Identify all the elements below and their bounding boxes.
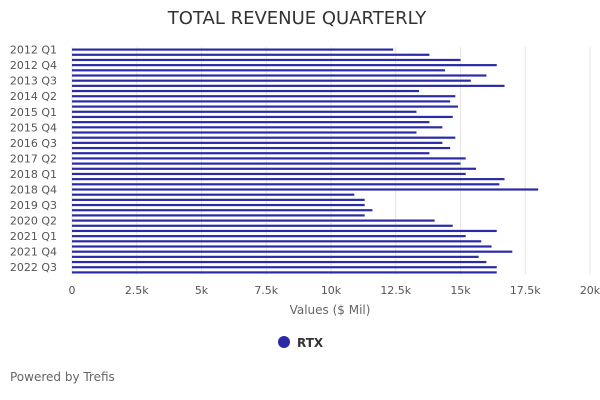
- bar[interactable]: [72, 209, 373, 212]
- bar[interactable]: [72, 126, 443, 129]
- bar[interactable]: [72, 203, 365, 207]
- bar[interactable]: [72, 74, 487, 77]
- y-tick-label: 2019 Q3: [10, 199, 57, 212]
- bar[interactable]: [72, 53, 430, 56]
- bar[interactable]: [72, 240, 482, 243]
- bar[interactable]: [72, 84, 505, 87]
- y-tick-label: 2015 Q1: [10, 106, 57, 119]
- bar[interactable]: [72, 266, 497, 269]
- y-tick-label: 2020 Q2: [10, 215, 57, 228]
- x-axis-tick-labels: 0 2.5k 5k 7.5k 10k 12.5k 15k 17.5k 20k: [69, 284, 600, 297]
- y-tick-label: 2013 Q3: [10, 75, 57, 88]
- bar[interactable]: [72, 214, 365, 217]
- y-tick-label: 2012 Q1: [10, 44, 57, 57]
- x-tick-label: 20k: [580, 284, 600, 297]
- x-tick-label: 7.5k: [254, 284, 278, 297]
- y-tick-label: 2017 Q2: [10, 152, 57, 165]
- bar[interactable]: [72, 48, 394, 51]
- chart-title: TOTAL REVENUE QUARTERLY: [167, 8, 427, 29]
- bar[interactable]: [72, 69, 445, 72]
- bar[interactable]: [72, 271, 497, 274]
- bar[interactable]: [72, 193, 355, 196]
- bar[interactable]: [72, 64, 497, 67]
- y-tick-label: 2012 Q4: [10, 59, 57, 72]
- bar[interactable]: [72, 172, 466, 176]
- bar[interactable]: [72, 157, 466, 160]
- bar[interactable]: [72, 58, 461, 62]
- bar[interactable]: [72, 224, 453, 227]
- bar[interactable]: [72, 229, 497, 233]
- x-tick-label: 2.5k: [125, 284, 149, 297]
- bar[interactable]: [72, 89, 420, 93]
- y-tick-label: 2022 Q3: [10, 261, 57, 274]
- bar[interactable]: [72, 167, 477, 170]
- x-axis-label: Values ($ Mil): [290, 303, 371, 317]
- bar[interactable]: [72, 188, 539, 191]
- bar-series-rtx: [72, 48, 539, 274]
- bar[interactable]: [72, 79, 471, 82]
- y-tick-label: 2018 Q1: [10, 168, 57, 181]
- y-tick-label: 2015 Q4: [10, 121, 57, 134]
- x-tick-label: 0: [69, 284, 76, 297]
- bar[interactable]: [72, 121, 430, 124]
- bar[interactable]: [72, 115, 453, 119]
- bar[interactable]: [72, 198, 365, 201]
- bar[interactable]: [72, 110, 417, 113]
- powered-by-footer: Powered by Trefis: [10, 370, 115, 384]
- x-tick-label: 12.5k: [380, 284, 411, 297]
- bar[interactable]: [72, 100, 451, 103]
- bar[interactable]: [72, 183, 500, 186]
- y-tick-label: 2016 Q3: [10, 137, 57, 150]
- x-tick-label: 17.5k: [510, 284, 541, 297]
- bar[interactable]: [72, 255, 479, 258]
- bar[interactable]: [72, 245, 492, 248]
- y-tick-label: 2018 Q4: [10, 184, 57, 197]
- bar[interactable]: [72, 146, 451, 150]
- bar[interactable]: [72, 219, 435, 222]
- y-tick-label: 2014 Q2: [10, 90, 57, 103]
- x-tick-label: 5k: [195, 284, 209, 297]
- y-tick-label: 2021 Q4: [10, 246, 57, 259]
- bar[interactable]: [72, 235, 466, 238]
- legend-label-rtx[interactable]: RTX: [297, 336, 324, 350]
- bar[interactable]: [72, 136, 456, 139]
- bar[interactable]: [72, 152, 430, 155]
- bar[interactable]: [72, 260, 487, 264]
- legend[interactable]: RTX: [278, 336, 324, 350]
- x-tick-label: 10k: [321, 284, 342, 297]
- y-tick-label: 2021 Q1: [10, 230, 57, 243]
- y-axis-tick-labels: 2012 Q1 2012 Q4 2013 Q3 2014 Q2 2015 Q1 2015 …: [10, 44, 57, 275]
- bar[interactable]: [72, 131, 417, 134]
- bar[interactable]: [72, 105, 458, 108]
- bar[interactable]: [72, 141, 443, 144]
- bar[interactable]: [72, 250, 513, 253]
- bar[interactable]: [72, 162, 461, 165]
- x-tick-label: 15k: [450, 284, 471, 297]
- bar[interactable]: [72, 95, 456, 98]
- legend-marker-rtx[interactable]: [278, 336, 290, 348]
- bar[interactable]: [72, 178, 505, 181]
